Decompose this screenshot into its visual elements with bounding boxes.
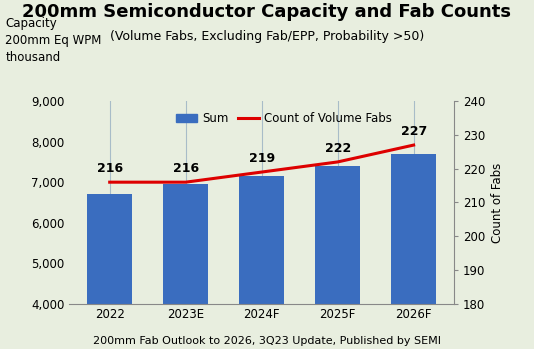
Text: 219: 219 [249,152,274,165]
Bar [239,176,285,349]
Text: (Volume Fabs, Excluding Fab/EPP, Probability >50): (Volume Fabs, Excluding Fab/EPP, Probabi… [110,30,424,43]
Bar [391,154,436,349]
Legend: Sum, Count of Volume Fabs: Sum, Count of Volume Fabs [171,107,397,129]
Bar [163,184,208,349]
Bar [87,193,132,349]
Text: 222: 222 [325,142,351,155]
Text: Capacity
200mm Eq WPM
thousand: Capacity 200mm Eq WPM thousand [5,17,101,65]
Y-axis label: Count of Fabs: Count of Fabs [491,162,504,243]
Text: 200mm Semiconductor Capacity and Fab Counts: 200mm Semiconductor Capacity and Fab Cou… [22,3,512,22]
Bar [315,166,360,349]
Text: 200mm Fab Outlook to 2026, 3Q23 Update, Published by SEMI: 200mm Fab Outlook to 2026, 3Q23 Update, … [93,335,441,346]
Text: 216: 216 [97,162,123,175]
Text: 227: 227 [400,125,427,138]
Text: 216: 216 [172,162,199,175]
